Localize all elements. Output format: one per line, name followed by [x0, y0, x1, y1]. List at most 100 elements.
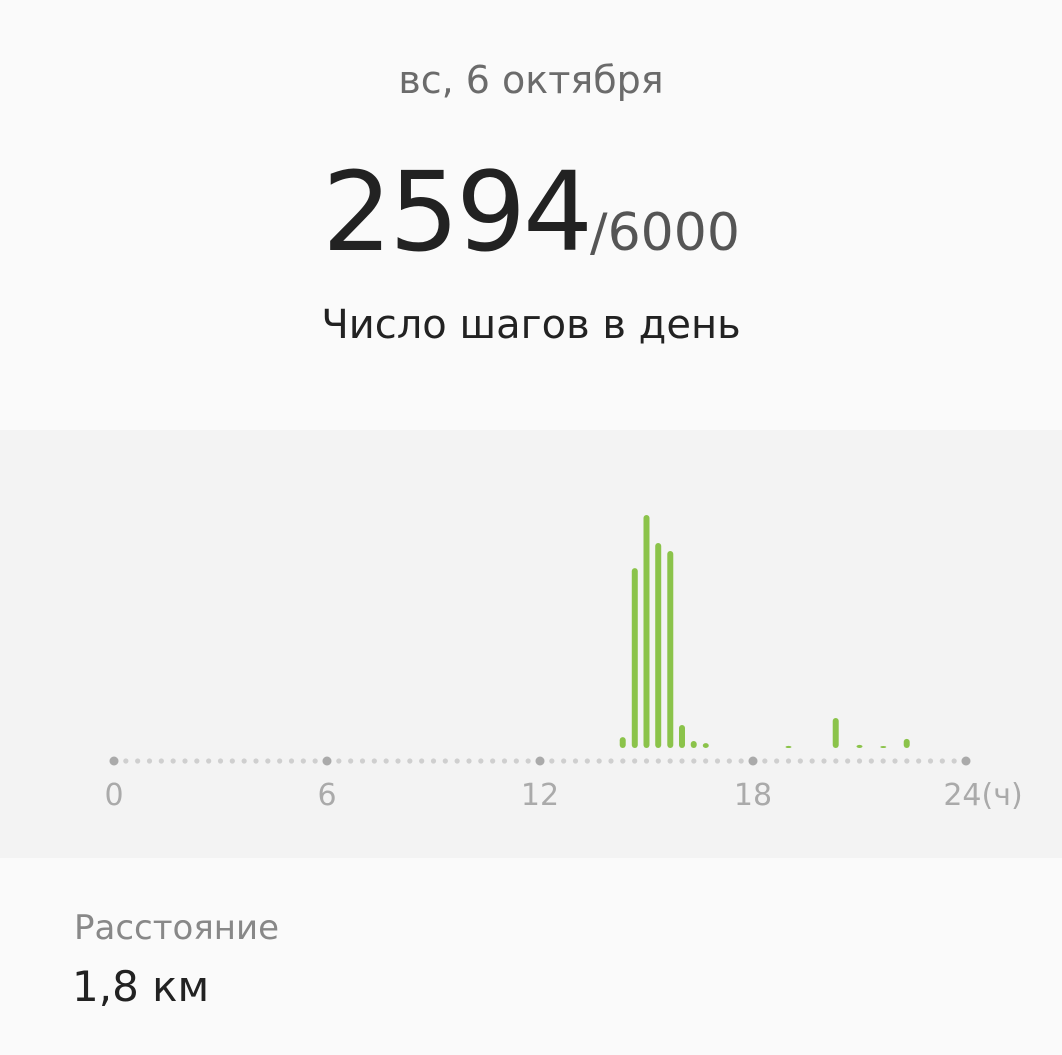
axis-dot: [288, 758, 295, 764]
axis-dot: [123, 758, 129, 764]
axis-dot: [561, 758, 567, 764]
axis-dot: [762, 758, 768, 764]
step-bar: [880, 746, 887, 748]
distance-value: 1,8 км: [72, 962, 210, 1011]
axis-dot: [584, 758, 590, 764]
axis-major-dot: [322, 756, 332, 766]
axis-dot: [738, 758, 744, 764]
axis-dot: [170, 758, 176, 764]
step-bar: [856, 744, 863, 748]
hourly-steps-chart: 0 6 12 18 24(ч): [0, 430, 1062, 858]
axis-dot: [927, 758, 934, 764]
axis-dot: [217, 758, 224, 764]
axis-dot: [714, 758, 721, 764]
axis-dot: [939, 758, 945, 764]
step-bar: [702, 743, 709, 748]
step-bar: [667, 550, 674, 748]
axis-dot: [312, 758, 318, 764]
axis-dot: [691, 758, 697, 764]
step-bar: [679, 724, 685, 748]
axis-dot: [726, 758, 732, 764]
step-count-value: 2594: [322, 148, 593, 276]
axis-dot: [643, 758, 650, 764]
axis-dot: [490, 758, 496, 764]
axis-dot: [608, 758, 614, 764]
axis-dot: [572, 758, 579, 764]
axis-dot: [454, 758, 460, 764]
axis-dot: [206, 758, 212, 764]
x-tick-label: 0: [104, 778, 123, 813]
axis-dot: [951, 758, 957, 764]
axis-major-dot: [961, 756, 971, 766]
chart-svg: 0 6 12 18 24(ч): [104, 515, 1023, 813]
axis-dot: [336, 758, 342, 764]
axis-dot: [182, 758, 188, 764]
step-bar: [631, 568, 638, 748]
axis-dot: [300, 758, 306, 764]
step-bar: [903, 738, 910, 748]
axis-dot: [348, 758, 354, 764]
axis-dot: [549, 758, 555, 764]
step-bar: [619, 737, 626, 748]
axis-dot: [466, 758, 472, 764]
axis-dot: [833, 758, 839, 764]
step-bar: [832, 717, 839, 748]
x-tick-label: 6: [317, 778, 336, 813]
axis-dot: [478, 758, 484, 764]
axis-dot: [821, 758, 827, 764]
axis-dot: [501, 758, 508, 764]
axis-dot: [253, 758, 259, 764]
axis-dot: [146, 758, 153, 764]
step-bar: [785, 745, 792, 748]
x-tick-label: 24(ч): [943, 778, 1022, 813]
axis-dot: [785, 758, 792, 764]
axis-dot: [419, 758, 425, 764]
axis-dot: [632, 758, 638, 764]
step-goal: /6000: [590, 203, 740, 263]
axis-major-dot: [109, 756, 119, 766]
axis-dot: [265, 758, 271, 764]
step-count: 2594/6000: [0, 148, 1062, 276]
x-tick-label: 18: [734, 778, 772, 813]
axis-dot: [596, 758, 602, 764]
axis-dot: [241, 758, 247, 764]
axis-dot: [809, 758, 815, 764]
axis-dot: [856, 758, 863, 764]
x-tick-label: 12: [521, 778, 559, 813]
date-title: вс, 6 октября: [398, 58, 664, 102]
axis-dot: [158, 758, 164, 764]
steps-label: Число шагов в день: [321, 302, 741, 348]
axis-dot: [229, 758, 235, 764]
axis-dot: [513, 758, 519, 764]
axis-dot: [703, 758, 709, 764]
axis-dot: [667, 758, 673, 764]
axis-dot: [774, 758, 780, 764]
axis-dot: [371, 758, 377, 764]
axis-dot: [655, 758, 661, 764]
axis-dot: [892, 758, 898, 764]
axis-dot: [442, 758, 448, 764]
distance-label: Расстояние: [74, 908, 280, 948]
axis-dot: [194, 758, 200, 764]
axis-dot: [525, 758, 531, 764]
axis-dot: [135, 758, 141, 764]
axis-dot: [868, 758, 874, 764]
axis-dot: [679, 758, 685, 764]
axis-dot: [916, 758, 922, 764]
step-bar: [655, 542, 662, 748]
axis-dot: [620, 758, 626, 764]
axis-dot: [430, 758, 437, 764]
axis-dot: [845, 758, 851, 764]
axis-major-dot: [535, 756, 545, 766]
step-bar: [690, 741, 697, 748]
axis-dot: [904, 758, 910, 764]
axis-dot: [359, 758, 366, 764]
axis-dot: [277, 758, 283, 764]
axis-dot: [383, 758, 389, 764]
axis-dot: [880, 758, 886, 764]
axis-major-dot: [748, 756, 758, 766]
axis-dot: [395, 758, 401, 764]
axis-dot: [797, 758, 803, 764]
axis-dot: [407, 758, 413, 764]
step-bar: [643, 515, 650, 748]
